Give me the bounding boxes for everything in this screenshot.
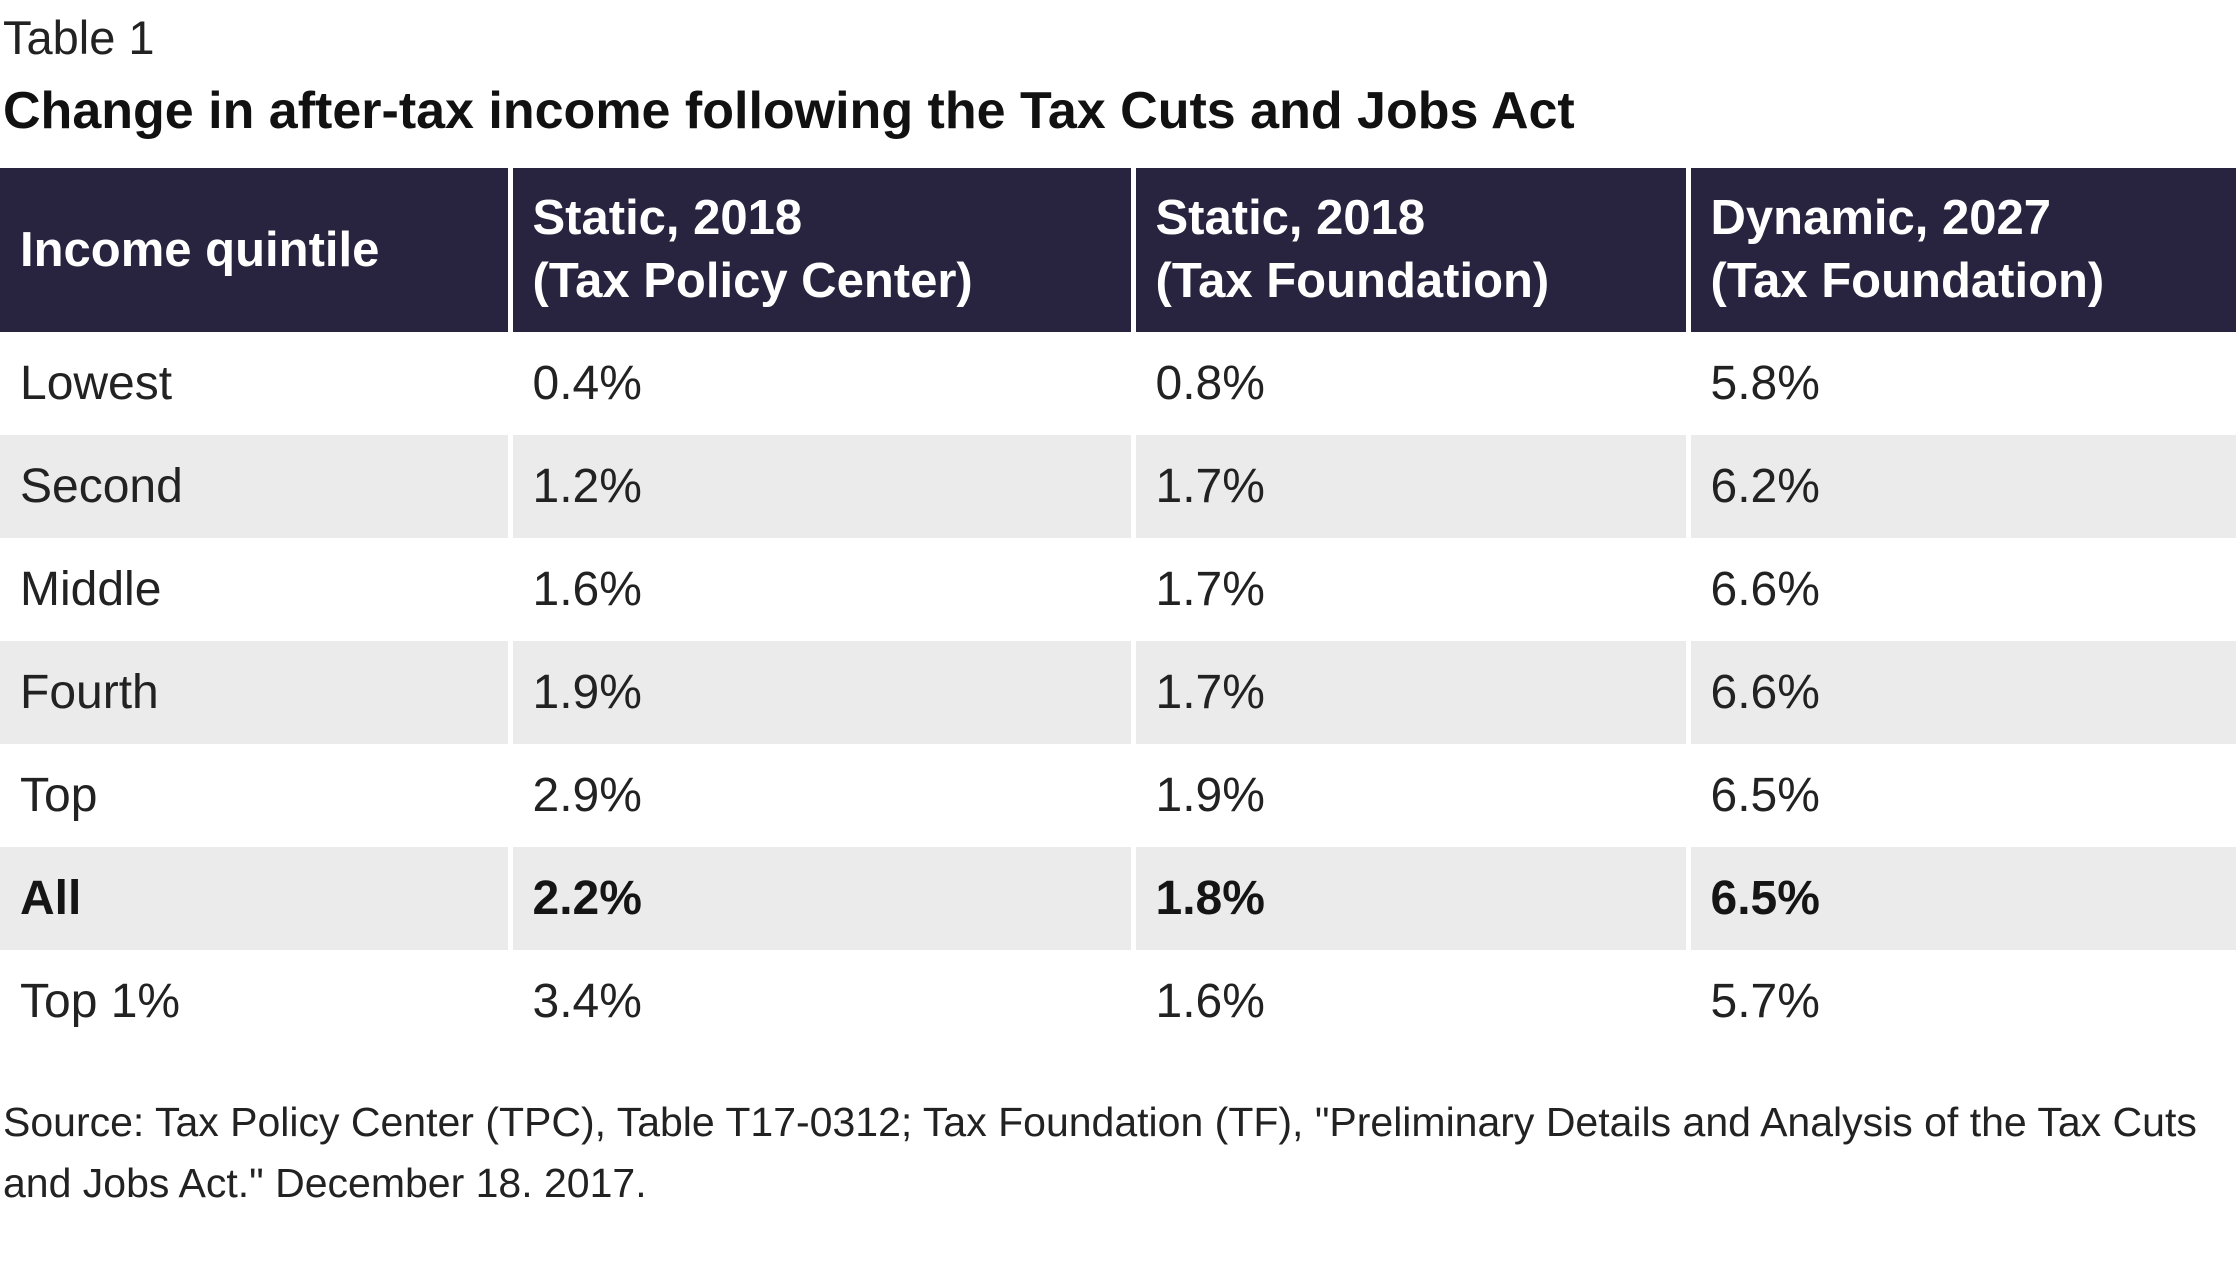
cell-tf-2027: 5.7% [1685, 950, 2236, 1053]
cell-tpc-2018: 2.2% [507, 847, 1133, 950]
cell-quintile: Lowest [20, 357, 173, 410]
cell-tpc-2018: 1.9% [507, 641, 1133, 744]
header-subline: (Tax Policy Center) [532, 254, 973, 308]
cell-quintile: Middle [20, 563, 162, 616]
header-line: Static, 2018 [532, 191, 803, 245]
header-static-2018-tf: Static, 2018 (Tax Foundation) [1130, 168, 1688, 332]
cell-tpc-2018: 1.6% [507, 538, 1133, 641]
header-subline: (Tax Foundation) [1155, 254, 1550, 308]
cell-quintile: Second [0, 435, 510, 538]
header-income-quintile: Income quintile [0, 168, 510, 332]
cell-tf-2027: 6.5% [1685, 744, 2236, 847]
cell-quintile: Top 1% [20, 975, 181, 1028]
cell-tf-2018: 1.6% [1130, 950, 1688, 1053]
cell-tf-2027: 5.8% [1685, 332, 2236, 435]
cell-tpc-2018: 2.9% [507, 744, 1133, 847]
table-row: Top 2.9% 1.9% 6.5% [0, 744, 2236, 847]
cell-tf-2018: 1.7% [1130, 538, 1688, 641]
cell-tf-2027: 6.2% [1685, 435, 2236, 538]
cell-quintile: Fourth [0, 641, 510, 744]
cell-tf-2018: 1.7% [1130, 641, 1688, 744]
header-dynamic-2027-tf: Dynamic, 2027 (Tax Foundation) [1685, 168, 2236, 332]
table-body: Lowest 0.4% 0.8% 5.8% Second 1.2% 1.7% 6… [0, 332, 2236, 1053]
cell-tf-2027: 6.6% [1685, 538, 2236, 641]
table-row: Middle 1.6% 1.7% 6.6% [0, 538, 2236, 641]
cell-tf-2027: 6.6% [1685, 641, 2236, 744]
cell-quintile: All [0, 847, 510, 950]
cell-tpc-2018: 1.2% [507, 435, 1133, 538]
table-header: Income quintile Static, 2018 (Tax Policy… [0, 168, 2236, 332]
source-note: Source: Tax Policy Center (TPC), Table T… [3, 1099, 2197, 1206]
header-static-2018-tpc: Static, 2018 (Tax Policy Center) [507, 168, 1133, 332]
cell-tpc-2018: 3.4% [507, 950, 1133, 1053]
cell-tpc-2018: 0.4% [507, 332, 1133, 435]
cell-tf-2018: 1.8% [1130, 847, 1688, 950]
header-row: Income quintile Static, 2018 (Tax Policy… [0, 168, 2236, 332]
header-line: Static, 2018 [1155, 191, 1426, 245]
table-row: Top 1% 3.4% 1.6% 5.7% [0, 950, 2236, 1053]
cell-quintile: Top [20, 769, 98, 822]
table-row: Lowest 0.4% 0.8% 5.8% [0, 332, 2236, 435]
cell-tf-2018: 1.9% [1130, 744, 1688, 847]
table-row-total: All 2.2% 1.8% 6.5% [0, 847, 2236, 950]
table-label: Table 1 [3, 11, 155, 64]
cell-tf-2027: 6.5% [1685, 847, 2236, 950]
table-title: Change in after-tax income following the… [3, 82, 1575, 140]
cell-tf-2018: 1.7% [1130, 435, 1688, 538]
header-line: Dynamic, 2027 [1710, 191, 2052, 245]
cell-tf-2018: 0.8% [1130, 332, 1688, 435]
table-row: Second 1.2% 1.7% 6.2% [0, 435, 2236, 538]
header-subline: (Tax Foundation) [1710, 254, 2105, 308]
header-line: Income quintile [20, 222, 380, 277]
table-row: Fourth 1.9% 1.7% 6.6% [0, 641, 2236, 744]
data-table: Income quintile Static, 2018 (Tax Policy… [0, 168, 2236, 1053]
